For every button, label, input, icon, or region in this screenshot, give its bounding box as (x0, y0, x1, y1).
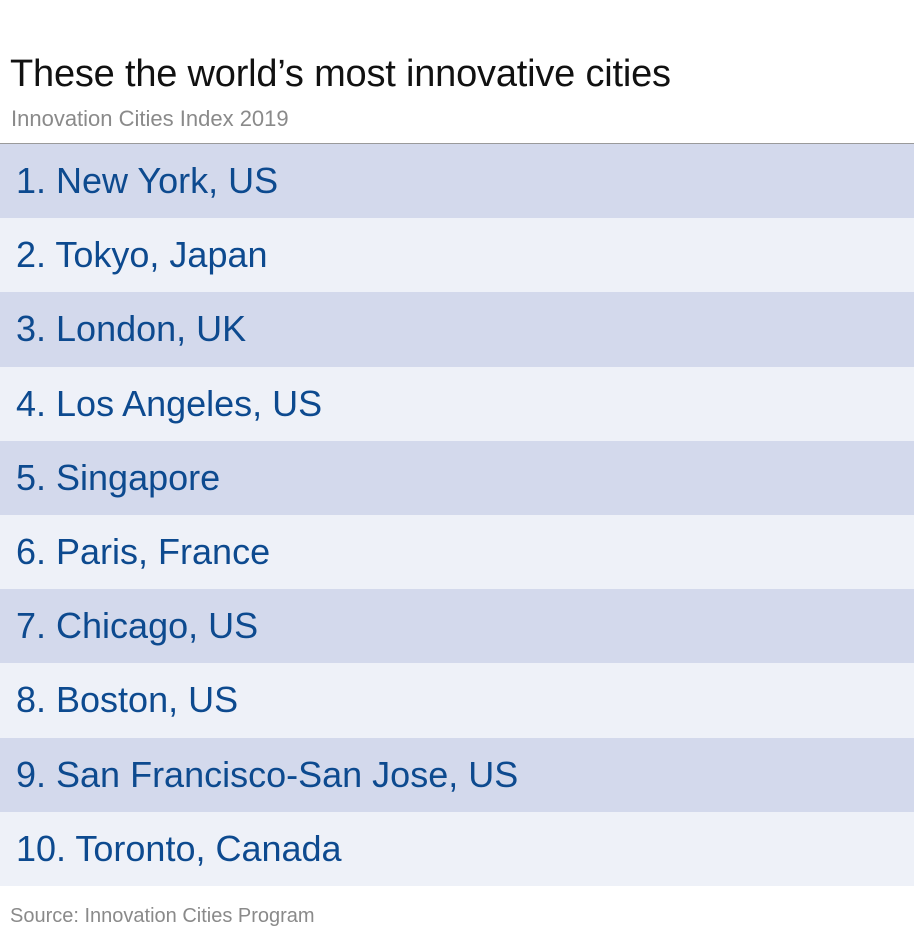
city-rank-label: 8. Boston, US (16, 679, 239, 721)
table-row: 10. Toronto, Canada (0, 811, 914, 886)
city-rank-label: 7. Chicago, US (16, 605, 259, 647)
table-row: 3. London, UK (0, 292, 914, 367)
table-row: 5. Singapore (0, 440, 914, 515)
ranking-table: 1. New York, US 2. Tokyo, Japan 3. London,… (0, 144, 914, 886)
city-rank-label: 6. Paris, France (16, 531, 271, 573)
table-row: 7. Chicago, US (0, 589, 914, 664)
table-row: 4. Los Angeles, US (0, 366, 914, 441)
city-rank-label: 10. Toronto, Canada (16, 827, 342, 869)
table-row: 8. Boston, US (0, 663, 914, 738)
city-rank-label: 3. London, UK (16, 308, 247, 350)
header-divider (0, 143, 914, 144)
city-rank-label: 4. Los Angeles, US (16, 382, 323, 424)
table-row: 2. Tokyo, Japan (0, 218, 914, 293)
chart-title: These the world’s most innovative cities (10, 53, 671, 95)
city-rank-label: 9. San Francisco-San Jose, US (16, 753, 519, 795)
city-rank-label: 1. New York, US (16, 160, 279, 202)
table-row: 9. San Francisco-San Jose, US (0, 737, 914, 812)
source-note: Source: Innovation Cities Program (10, 905, 315, 927)
table-row: 1. New York, US (0, 144, 914, 219)
table-row: 6. Paris, France (0, 514, 914, 590)
city-rank-label: 2. Tokyo, Japan (16, 234, 268, 276)
chart-subtitle: Innovation Cities Index 2019 (11, 106, 289, 131)
city-rank-label: 5. Singapore (16, 456, 221, 498)
